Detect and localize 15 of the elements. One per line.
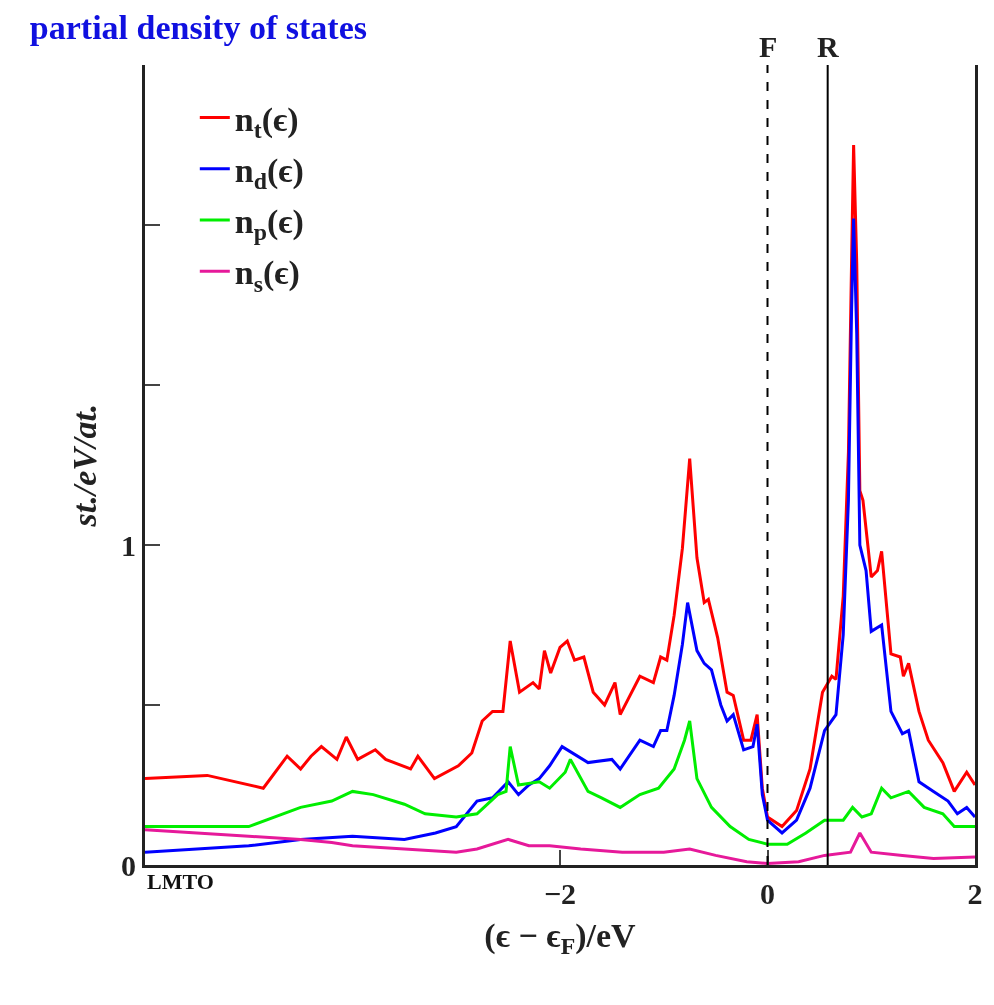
line-series bbox=[145, 719, 975, 846]
text: LMTO bbox=[147, 869, 214, 894]
x-axis-title: (ϵ − ϵ$_{F}$)/eV bbox=[484, 917, 637, 960]
ref-line-label: F bbox=[759, 30, 778, 63]
chart-title: partial density of states bbox=[29, 8, 367, 46]
legend-label: n$_{t}$(ϵ) bbox=[234, 100, 299, 143]
legend-label: n$_{d}$(ϵ) bbox=[234, 152, 304, 195]
ref-line-label: R bbox=[817, 30, 839, 63]
y-tick-label: 1 bbox=[121, 528, 136, 562]
legend-label: n$_{p}$(ϵ) bbox=[234, 203, 304, 246]
x-tick-label: 0 bbox=[760, 877, 775, 910]
legend-label: n$_{s}$(ϵ) bbox=[234, 254, 300, 297]
x-tick-label: −2 bbox=[543, 877, 577, 910]
x-tick-label: 2 bbox=[967, 877, 983, 910]
y-axis-title: st./eV/at. bbox=[65, 403, 103, 528]
